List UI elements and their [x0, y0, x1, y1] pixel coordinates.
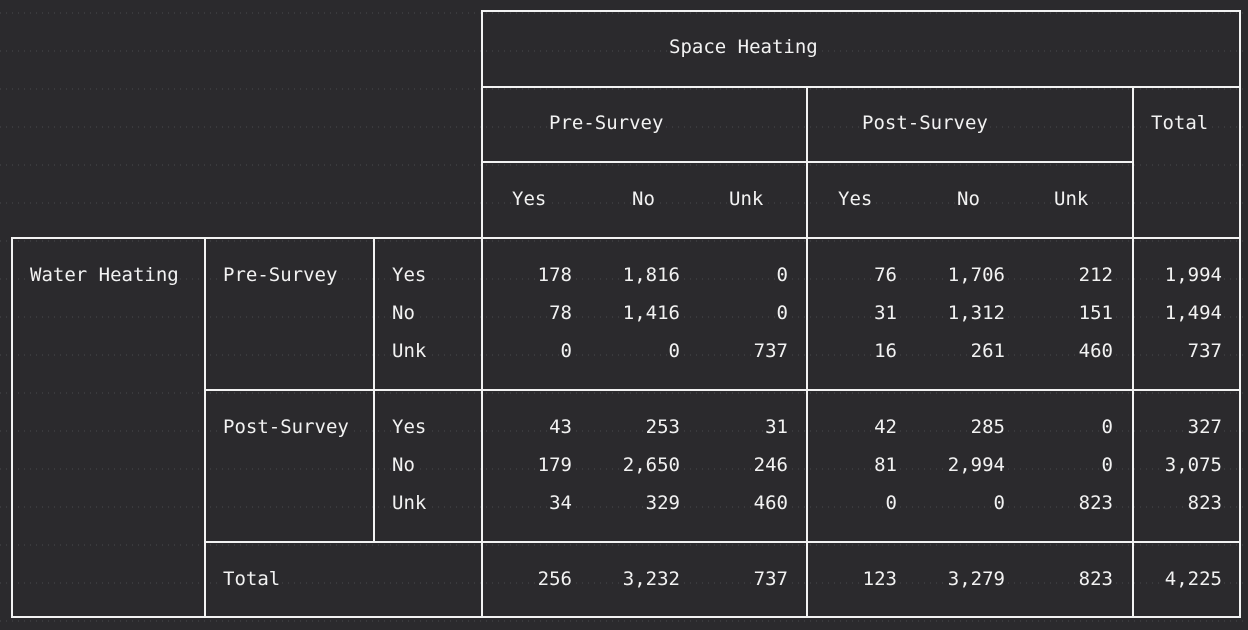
table-cell: 179	[536, 453, 573, 477]
column-total-cell: 123	[861, 567, 898, 591]
table-cell: 1,416	[621, 301, 681, 325]
row-level-label: Yes	[391, 263, 428, 287]
column-total-cell: 3,232	[621, 567, 681, 591]
rule-section-post	[204, 541, 1241, 543]
row-total-cell: 3,075	[1163, 453, 1223, 477]
table-cell: 0	[667, 339, 681, 363]
column-total-cell: 823	[1077, 567, 1114, 591]
table-cell: 0	[775, 263, 789, 287]
table-cell: 246	[752, 453, 789, 477]
table-cell: 0	[884, 491, 898, 515]
rule-table-bottom	[11, 616, 1241, 618]
pre-survey-row-header: Pre-Survey	[222, 263, 339, 287]
row-level-label: Unk	[391, 491, 428, 515]
table-cell: 31	[873, 301, 898, 325]
table-cell: 329	[644, 491, 681, 515]
table-cell: 285	[969, 415, 1006, 439]
row-total-cell: 823	[1186, 491, 1223, 515]
grand-total-cell: 4,225	[1163, 567, 1223, 591]
vrule-right	[1239, 10, 1241, 618]
table-cell: 42	[873, 415, 898, 439]
water-heating-row-header: Water Heating	[29, 263, 180, 287]
subcolumn-header: Yes	[837, 187, 874, 211]
subcolumn-header: Yes	[511, 187, 548, 211]
table-cell: 78	[548, 301, 573, 325]
vrule-group	[373, 237, 375, 543]
table-cell: 460	[1077, 339, 1114, 363]
subcolumn-header: No	[956, 187, 981, 211]
pre-survey-column-header: Pre-Survey	[548, 111, 665, 135]
table-cell: 34	[548, 491, 573, 515]
table-cell: 43	[548, 415, 573, 439]
table-cell: 16	[873, 339, 898, 363]
table-cell: 2,994	[946, 453, 1006, 477]
vrule-data-left	[481, 10, 483, 618]
table-cell: 0	[559, 339, 573, 363]
subcolumn-header: Unk	[728, 187, 765, 211]
table-cell: 1,816	[621, 263, 681, 287]
row-total-cell: 1,494	[1163, 301, 1223, 325]
column-total-cell: 737	[752, 567, 789, 591]
post-survey-column-header: Post-Survey	[861, 111, 989, 135]
column-total-cell: 256	[536, 567, 573, 591]
table-cell: 81	[873, 453, 898, 477]
total-column-header: Total	[1150, 111, 1210, 135]
table-cell: 31	[764, 415, 789, 439]
table-cell: 823	[1077, 491, 1114, 515]
rule-under-group	[481, 86, 1241, 88]
table-cell: 1,706	[946, 263, 1006, 287]
table-cell: 151	[1077, 301, 1114, 325]
table-cell: 0	[775, 301, 789, 325]
table-cell: 261	[969, 339, 1006, 363]
row-total-cell: 327	[1186, 415, 1223, 439]
table-cell: 0	[1100, 415, 1114, 439]
table-cell: 0	[1100, 453, 1114, 477]
row-total-cell: 737	[1186, 339, 1223, 363]
table-cell: 737	[752, 339, 789, 363]
rule-section-pre	[204, 389, 1241, 391]
post-survey-row-header: Post-Survey	[222, 415, 350, 439]
vrule-left	[11, 237, 13, 618]
rule-table-top	[11, 237, 1241, 239]
row-level-label: No	[391, 301, 416, 325]
row-level-label: Yes	[391, 415, 428, 439]
table-cell: 212	[1077, 263, 1114, 287]
table-cell: 178	[536, 263, 573, 287]
column-total-cell: 3,279	[946, 567, 1006, 591]
table-cell: 253	[644, 415, 681, 439]
space-heating-header: Space Heating	[668, 35, 819, 59]
vrule-post-total	[1132, 86, 1134, 618]
table-cell: 0	[992, 491, 1006, 515]
vrule-pre-post	[806, 86, 808, 618]
vrule-varname	[204, 237, 206, 618]
subcolumn-header: Unk	[1053, 187, 1090, 211]
subcolumn-header: No	[631, 187, 656, 211]
total-row-header: Total	[222, 567, 282, 591]
row-level-label: No	[391, 453, 416, 477]
table-cell: 1,312	[946, 301, 1006, 325]
table-cell: 76	[873, 263, 898, 287]
table-cell: 460	[752, 491, 789, 515]
rule-top-group	[481, 10, 1241, 12]
row-level-label: Unk	[391, 339, 428, 363]
table-cell: 2,650	[621, 453, 681, 477]
row-total-cell: 1,994	[1163, 263, 1223, 287]
